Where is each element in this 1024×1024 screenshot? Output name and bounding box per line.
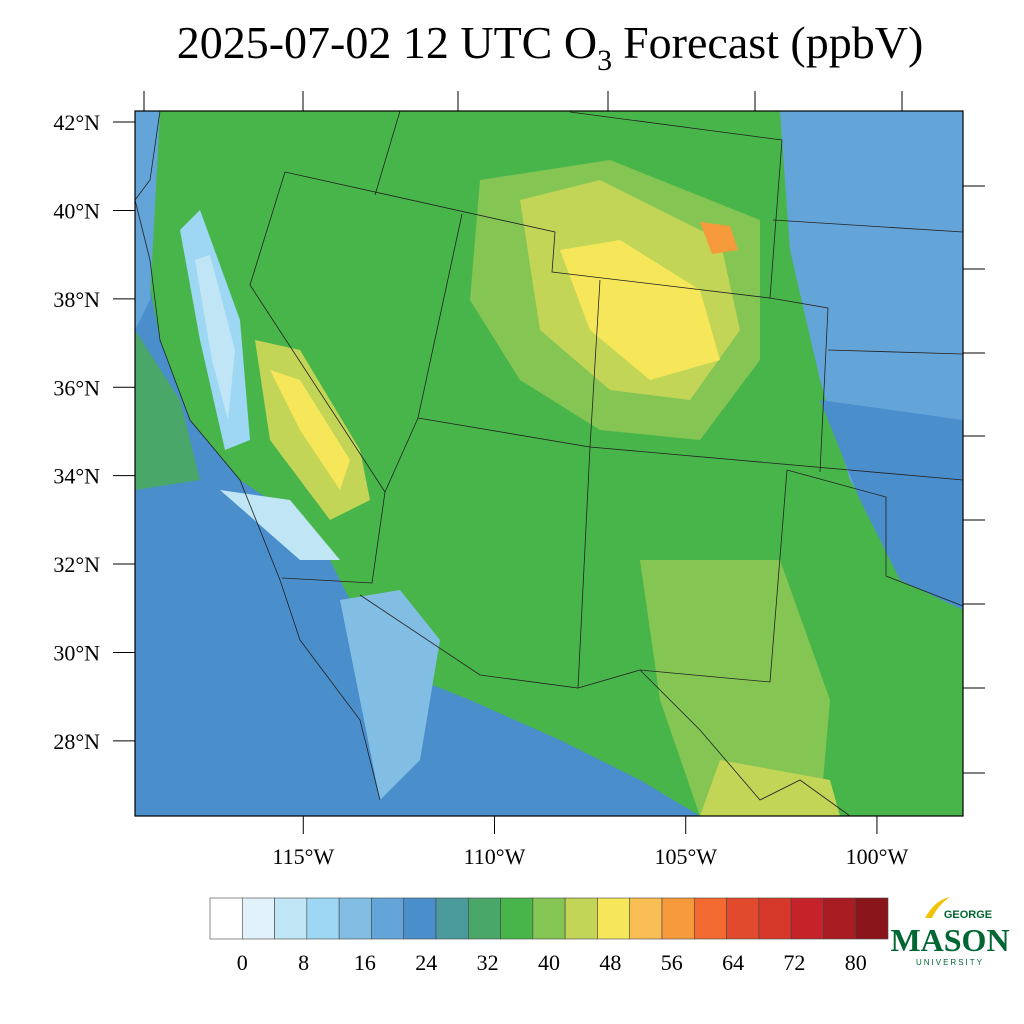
frame-ticks: [143, 91, 985, 774]
logo-main: MASON: [890, 922, 1009, 958]
state-borders: [134, 110, 964, 817]
colorbar-box: [532, 897, 566, 940]
colorbar-label: 72: [783, 950, 805, 975]
colorbar-label: 64: [722, 950, 744, 975]
title-rest: Forecast (ppbV): [623, 17, 923, 68]
colorbar-label: 16: [354, 950, 376, 975]
colorbar-box: [435, 897, 469, 940]
lat-label: 34°N: [53, 464, 100, 489]
title-subscript: 3: [597, 44, 612, 77]
colorbar-box: [597, 897, 631, 940]
colorbar-box: [209, 897, 243, 940]
title: 2025-07-02 12 UTC O3 Forecast (ppbV): [177, 17, 924, 77]
colorbar-box: [241, 897, 275, 940]
colorbar-box: [371, 897, 405, 940]
lon-label: 105°W: [654, 844, 717, 869]
colorbar-box: [629, 897, 663, 940]
lon-label: 100°W: [846, 844, 909, 869]
lat-label: 28°N: [53, 729, 100, 754]
lat-label: 32°N: [53, 552, 100, 577]
colorbar-label: 48: [599, 950, 621, 975]
colorbar-box: [403, 897, 437, 940]
colorbar-box: [823, 897, 857, 940]
lat-label: 42°N: [53, 110, 100, 135]
colorbar-label: 80: [845, 950, 867, 975]
logo: GEORGE MASON UNIVERSITY: [890, 897, 1010, 967]
colorbar-box: [338, 897, 372, 940]
colorbar-box: [306, 897, 340, 940]
map-frame: [134, 110, 964, 817]
colorbar-label: 8: [298, 950, 309, 975]
colorbar-box: [467, 897, 501, 940]
lat-label: 38°N: [53, 287, 100, 312]
colorbar-box: [855, 897, 889, 940]
lat-label: 30°N: [53, 640, 100, 665]
colorbar-label: 0: [237, 950, 248, 975]
title-main: 2025-07-02 12 UTC O: [177, 17, 597, 68]
logo-top: GEORGE: [944, 909, 992, 921]
colorbar-box: [661, 897, 695, 940]
lon-label: 110°W: [464, 844, 526, 869]
lat-label: 40°N: [53, 198, 100, 223]
lat-label: 36°N: [53, 375, 100, 400]
logo-bottom: UNIVERSITY: [916, 958, 984, 967]
colorbar-label: 32: [477, 950, 499, 975]
colorbar-box: [274, 897, 308, 940]
colorbar-label: 40: [538, 950, 560, 975]
colorbar-label: 24: [415, 950, 437, 975]
colorbar-box: [693, 897, 727, 940]
axes: 42°N 40°N 38°N 36°N 34°N 32°N 30°N 28°N 115°W 110…: [53, 110, 908, 869]
colorbar-box: [726, 897, 760, 940]
colorbar-box: [790, 897, 824, 940]
ozone-field: [135, 111, 963, 816]
colorbar-label: 56: [661, 950, 683, 975]
colorbar-box: [500, 897, 534, 940]
colorbar-box: [758, 897, 792, 940]
lon-label: 115°W: [272, 844, 334, 869]
colorbar-box: [564, 897, 598, 940]
colorbar: 0 8 16 24 32 40 48 56 64 72 80: [209, 897, 889, 975]
